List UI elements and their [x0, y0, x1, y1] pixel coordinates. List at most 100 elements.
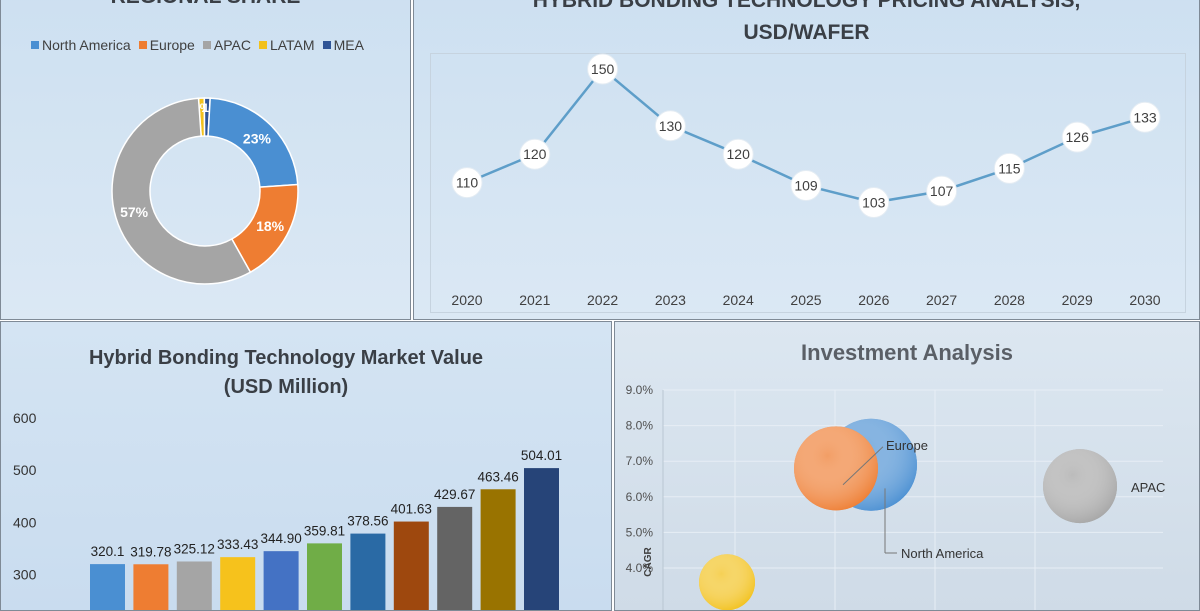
market-bar	[307, 543, 342, 610]
donut-data-label: 23%	[243, 130, 272, 146]
bubble-y-tick: 4.0%	[626, 561, 654, 575]
pricing-x-tick: 2020	[451, 292, 482, 308]
bubble-shading	[1043, 449, 1117, 524]
pricing-data-label: 126	[1066, 129, 1090, 145]
market-bar-label: 319.78	[130, 544, 171, 559]
donut-slice-apac	[111, 97, 252, 285]
market-bar	[90, 564, 125, 610]
market-bar-label: 333.43	[217, 537, 258, 552]
legend-swatch	[202, 41, 211, 49]
pricing-data-label: 130	[659, 118, 683, 134]
bubble-y-axis-label: CAGR	[643, 547, 654, 577]
pricing-x-tick: 2021	[519, 292, 550, 308]
pricing-plot-area	[430, 53, 1186, 313]
pricing-data-label: 120	[523, 146, 547, 162]
market-bar	[480, 489, 516, 610]
bubble-y-tick: 8.0%	[626, 419, 654, 433]
market-bar	[133, 564, 169, 610]
bubble-leader-line	[842, 446, 884, 486]
pricing-x-tick: 2030	[1129, 292, 1160, 308]
legend-swatch	[322, 41, 331, 49]
legend-item-europe: Europe	[138, 37, 195, 53]
legend-swatch	[138, 41, 147, 49]
pricing-data-label: 110	[456, 175, 479, 191]
market-bar	[524, 468, 559, 610]
pricing-point	[926, 175, 958, 207]
bubble-y-tick: 5.0%	[626, 525, 654, 539]
pricing-point	[722, 138, 754, 170]
legend-swatch	[258, 41, 267, 49]
investment-panel: Investment Analysis 9.0% 8.0% 7.0% 6.0% 5.0%…	[614, 321, 1200, 611]
pricing-title-line1: HYBRID BONDING TECHNOLOGY PRICING ANALYS…	[532, 0, 1081, 12]
donut-data-label: 57%	[120, 204, 149, 220]
market-bar	[263, 551, 299, 610]
pricing-data-label: 150	[591, 61, 615, 77]
investment-title: Investment Analysis	[801, 340, 1013, 365]
market-value-panel: Hybrid Bonding Technology Market Value (…	[0, 321, 612, 611]
legend-label: LATAM	[269, 37, 315, 53]
market-bar-label: 378.56	[347, 514, 388, 529]
pricing-data-label: 120	[727, 146, 751, 162]
market-bar	[393, 521, 429, 610]
market-bar-label: 325.12	[174, 541, 215, 556]
regional-share-panel: REGIONAL SHARE North America Europe APAC LA…	[0, 0, 411, 320]
market-bar-label: 344.90	[260, 531, 301, 546]
market-bar	[350, 533, 386, 610]
market-value-bar-chart: 600 500 400 300 320.1 319.78 325.12 333.43 344.9…	[13, 410, 562, 610]
market-bar-label: 429.67	[434, 487, 475, 502]
pricing-x-tick: 2027	[926, 292, 957, 308]
pricing-data-label: 109	[794, 177, 818, 193]
legend-item-apac: APAC	[202, 37, 251, 53]
market-bar-label: 359.81	[304, 523, 345, 538]
pricing-x-tick: 2024	[723, 292, 754, 308]
pricing-point	[519, 138, 551, 170]
legend-item-mea: MEA	[322, 37, 364, 53]
market-bar-label: 504.01	[521, 448, 562, 463]
bar-y-tick: 600	[13, 410, 37, 426]
pricing-point	[654, 110, 686, 142]
pricing-x-tick: 2025	[790, 292, 821, 308]
market-value-title-line2: (USD Million)	[223, 376, 349, 398]
legend-item-north-america: North America	[31, 37, 131, 53]
legend-item-latam: LATAM	[258, 37, 315, 53]
pricing-point	[587, 53, 619, 85]
pricing-title-line2: USD/WAFER	[743, 21, 870, 44]
bar-y-tick: 300	[13, 567, 37, 583]
donut-data-label: 18%	[256, 218, 285, 234]
pricing-point	[1061, 121, 1093, 153]
bubble-y-tick: 9.0%	[626, 383, 654, 397]
pricing-line-chart: 110 2020 120 2021 150 2022 130 2023 120 2024 109 20…	[451, 53, 1161, 308]
pricing-point	[451, 167, 483, 199]
bubble-shading	[699, 554, 755, 610]
pricing-point	[858, 186, 890, 218]
market-bar-label: 463.46	[477, 469, 518, 484]
regional-share-donut: 1%1%23%18%57%	[111, 97, 299, 285]
bubble-label: Europe	[886, 438, 928, 453]
pricing-panel: HYBRID BONDING TECHNOLOGY PRICING ANALYS…	[413, 0, 1200, 320]
market-value-title: Hybrid Bonding Technology Market Value (…	[1, 344, 611, 402]
pricing-data-label: 107	[930, 183, 954, 199]
legend-label: Europe	[149, 37, 195, 53]
legend-label: MEA	[333, 37, 364, 53]
pricing-point	[790, 169, 822, 201]
pricing-point	[993, 152, 1025, 184]
regional-share-legend: North America Europe APAC LATAM MEA	[31, 37, 364, 53]
legend-label: APAC	[213, 37, 251, 53]
market-value-title-line1: Hybrid Bonding Technology Market Value	[88, 347, 484, 369]
market-bar-label: 401.63	[391, 502, 432, 517]
market-bar	[220, 557, 256, 610]
bubble-label: North America	[901, 546, 984, 561]
market-bar	[437, 506, 473, 610]
legend-swatch	[31, 41, 39, 49]
pricing-data-label: 115	[998, 160, 1021, 176]
bubble-y-tick: 6.0%	[626, 490, 654, 504]
pricing-x-tick: 2026	[858, 292, 889, 308]
pricing-x-tick: 2029	[1062, 292, 1093, 308]
bubble-label: APAC	[1131, 480, 1165, 495]
pricing-data-label: 133	[1133, 109, 1157, 125]
pricing-data-label: 103	[862, 194, 886, 210]
market-bar-label: 320.1	[91, 544, 125, 559]
bubble-y-tick: 7.0%	[626, 454, 654, 468]
legend-label: North America	[42, 37, 131, 53]
pricing-title: HYBRID BONDING TECHNOLOGY PRICING ANALYS…	[414, 0, 1199, 49]
